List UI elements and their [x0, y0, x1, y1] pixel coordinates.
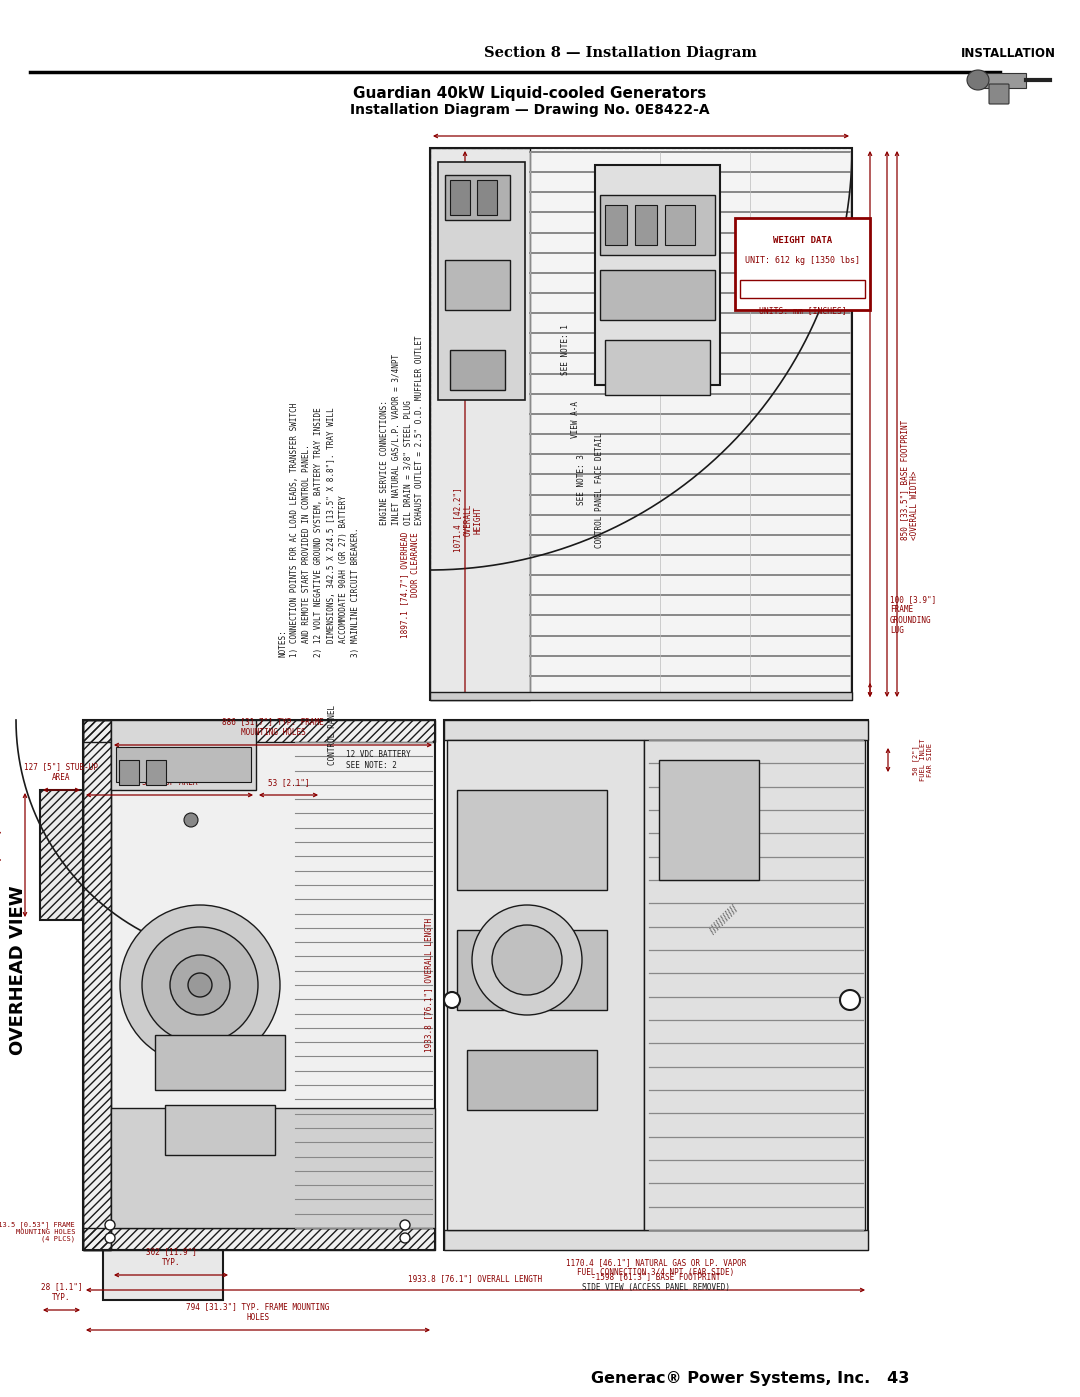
Text: -1598 [61.3"] BASE FOOTPRINT: -1598 [61.3"] BASE FOOTPRINT [591, 1273, 720, 1281]
Text: ENGINE SERVICE CONNECTIONS:
INLET NATURAL GAS/L.P. VAPOR = 3/4NPT
OIL DRAIN = 3/: ENGINE SERVICE CONNECTIONS: INLET NATURA… [380, 335, 424, 525]
Bar [119, 760, 139, 785]
Circle shape [444, 992, 460, 1009]
Text: 850 [33.5"] BASE FOOTPRINT
<OVERALL WIDTH>: 850 [33.5"] BASE FOOTPRINT <OVERALL WIDT… [900, 420, 919, 541]
Bar [40, 789, 83, 921]
Ellipse shape [967, 70, 989, 89]
Text: 1933.8 [76.1"] OVERALL LENGTH: 1933.8 [76.1"] OVERALL LENGTH [424, 918, 433, 1052]
Bar [83, 719, 111, 1250]
Bar [740, 279, 865, 298]
Bar [600, 270, 715, 320]
Text: INSTALLATION: INSTALLATION [960, 47, 1055, 60]
Bar [444, 719, 868, 1250]
Bar [595, 165, 720, 386]
Circle shape [188, 972, 212, 997]
Bar [477, 180, 497, 215]
Text: SEE NOTE: 1: SEE NOTE: 1 [561, 324, 569, 376]
Text: UNIT: 612 kg [1350 lbs]: UNIT: 612 kg [1350 lbs] [745, 256, 860, 265]
Bar [146, 760, 166, 785]
Circle shape [840, 990, 860, 1010]
Bar [111, 719, 256, 789]
Bar [40, 789, 83, 921]
Bar [430, 148, 852, 700]
Text: 12 VDC BATTERY
SEE NOTE: 2: 12 VDC BATTERY SEE NOTE: 2 [346, 750, 410, 770]
Text: Guardian 40kW Liquid-cooled Generators: Guardian 40kW Liquid-cooled Generators [353, 87, 706, 101]
Bar [450, 351, 505, 390]
Text: UNITS: mm [INCHES]: UNITS: mm [INCHES] [758, 306, 847, 314]
Bar [735, 218, 870, 310]
Text: 302 [11.9"]
TYP.: 302 [11.9"] TYP. [146, 1248, 197, 1267]
Text: VIEW A-A: VIEW A-A [570, 401, 580, 439]
Bar [978, 73, 1026, 88]
Bar [111, 1108, 435, 1228]
Text: 1897.1 [74.7"] OVERHEAD
DOOR CLEARANCE: 1897.1 [74.7"] OVERHEAD DOOR CLEARANCE [401, 532, 420, 638]
Text: 1170.4 [46.1"] NATURAL GAS OR LP. VAPOR
FUEL CONNECTION 3/4 NPT (FAR SIDE): 1170.4 [46.1"] NATURAL GAS OR LP. VAPOR … [566, 1259, 746, 1277]
FancyBboxPatch shape [989, 84, 1009, 103]
Text: 28 [1.1"]
TYP.: 28 [1.1"] TYP. [41, 1282, 82, 1302]
Bar [600, 196, 715, 256]
Bar [467, 1051, 597, 1111]
Bar [83, 719, 435, 742]
Text: 100 [3.9"]
FRAME
GROUNDING
LUG: 100 [3.9"] FRAME GROUNDING LUG [890, 595, 936, 636]
Bar [116, 747, 251, 782]
Text: Generac® Power Systems, Inc.   43: Generac® Power Systems, Inc. 43 [591, 1370, 909, 1386]
Bar [430, 148, 530, 700]
Bar [444, 1229, 868, 1250]
Bar [438, 162, 525, 400]
Circle shape [184, 813, 198, 827]
Text: CONTROL PANEL: CONTROL PANEL [328, 705, 337, 766]
Circle shape [120, 905, 280, 1065]
Bar [83, 719, 111, 1250]
Text: 50 [2"]
FUEL INLET
FAR SIDE: 50 [2"] FUEL INLET FAR SIDE [913, 739, 933, 781]
Text: Section 8 — Installation Diagram: Section 8 — Installation Diagram [484, 46, 756, 60]
Circle shape [400, 1234, 410, 1243]
Text: SIDE VIEW (ACCESS PANEL REMOVED): SIDE VIEW (ACCESS PANEL REMOVED) [582, 1282, 730, 1292]
Circle shape [472, 905, 582, 1016]
Bar [605, 339, 710, 395]
Bar [445, 175, 510, 219]
Text: 794 [31.3"] TYP. FRAME MOUNTING
HOLES: 794 [31.3"] TYP. FRAME MOUNTING HOLES [187, 1302, 329, 1322]
Circle shape [105, 1234, 114, 1243]
Text: OVERHEAD VIEW: OVERHEAD VIEW [9, 886, 27, 1055]
Bar [457, 930, 607, 1010]
Text: Installation Diagram — Drawing No. 0E8422-A: Installation Diagram — Drawing No. 0E842… [350, 103, 710, 117]
Circle shape [492, 925, 562, 995]
Bar [430, 692, 852, 700]
Bar [635, 205, 657, 244]
Bar [156, 1035, 285, 1090]
Bar [103, 1250, 222, 1301]
Bar [165, 1105, 275, 1155]
Text: 145.5 [5.7"]
STUB-UP AREA: 145.5 [5.7"] STUB-UP AREA [141, 767, 198, 787]
Text: 1933.8 [76.1"] OVERALL LENGTH: 1933.8 [76.1"] OVERALL LENGTH [408, 1274, 542, 1282]
Circle shape [400, 1220, 410, 1229]
Bar [445, 260, 510, 310]
Text: SEE NOTE: 3: SEE NOTE: 3 [578, 454, 586, 506]
Text: CONTROL PANEL FACE DETAIL: CONTROL PANEL FACE DETAIL [595, 432, 605, 548]
Text: NOTES:
1) CONNECTION POINTS FOR AC LOAD LEADS, TRANSFER SWITCH
   AND REMOTE STA: NOTES: 1) CONNECTION POINTS FOR AC LOAD … [278, 402, 360, 657]
Text: ///////////: /////////// [707, 904, 740, 936]
Bar [83, 719, 435, 1250]
Bar [665, 205, 696, 244]
Text: WEIGHT DATA: WEIGHT DATA [773, 236, 832, 244]
Text: 1071.4 [42.2"]
OVERALL
HEIGHT: 1071.4 [42.2"] OVERALL HEIGHT [454, 488, 483, 552]
Text: 323 [12.8"]: 323 [12.8"] [0, 830, 2, 880]
Text: 53 [2.1"]: 53 [2.1"] [268, 778, 309, 787]
Bar [444, 719, 868, 740]
Circle shape [141, 928, 258, 1044]
Bar [659, 760, 759, 880]
Bar [605, 205, 627, 244]
Bar [83, 1228, 435, 1250]
Text: #13.5 [0.53"] FRAME
MOUNTING HOLES
(4 PLCS): #13.5 [0.53"] FRAME MOUNTING HOLES (4 PL… [0, 1221, 75, 1242]
Bar [450, 180, 470, 215]
Text: 127 [5"] STUB-UP
AREA: 127 [5"] STUB-UP AREA [25, 763, 98, 782]
Bar [457, 789, 607, 890]
Bar [447, 740, 644, 1229]
Text: 886 [31.7"] TYP. FRAME
MOUNTING HOLES: 886 [31.7"] TYP. FRAME MOUNTING HOLES [222, 718, 324, 738]
Bar [644, 740, 865, 1229]
Circle shape [170, 956, 230, 1016]
Circle shape [105, 1220, 114, 1229]
